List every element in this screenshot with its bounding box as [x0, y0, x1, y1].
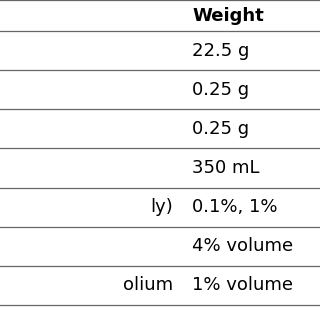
Text: olium: olium: [123, 276, 173, 294]
Text: Weight: Weight: [192, 7, 264, 25]
Text: 0.25 g: 0.25 g: [192, 120, 249, 138]
Text: 350 mL: 350 mL: [192, 159, 260, 177]
Text: 0.1%, 1%: 0.1%, 1%: [192, 198, 277, 216]
Text: 0.25 g: 0.25 g: [192, 81, 249, 99]
Text: 22.5 g: 22.5 g: [192, 42, 249, 60]
Text: ly): ly): [150, 198, 173, 216]
Text: 1% volume: 1% volume: [192, 276, 293, 294]
Text: 4% volume: 4% volume: [192, 237, 293, 255]
